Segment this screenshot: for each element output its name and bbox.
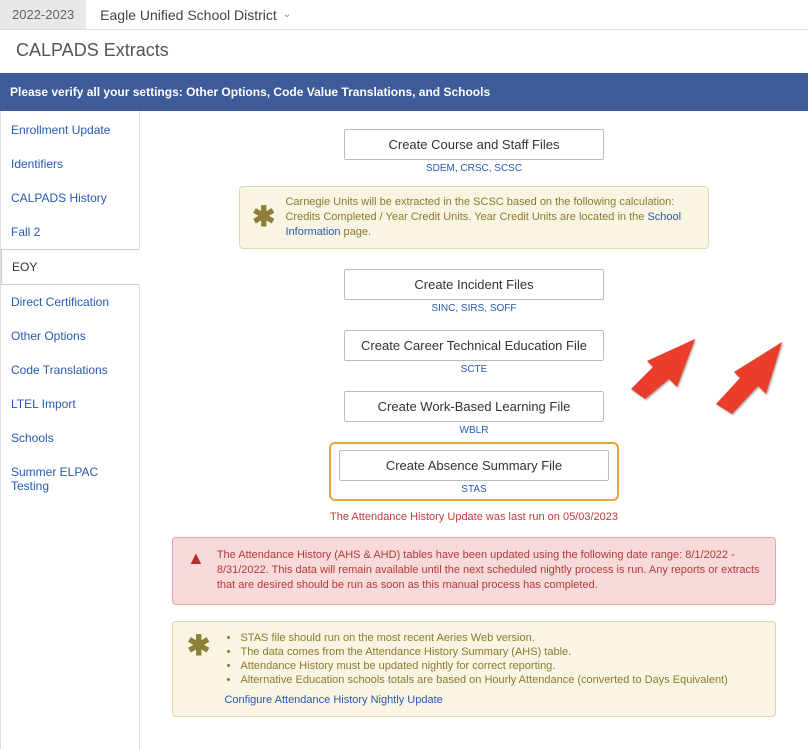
- stas-notes: STAS file should run on the most recent …: [224, 632, 727, 706]
- configure-attendance-link[interactable]: Configure Attendance History Nightly Upd…: [224, 694, 442, 706]
- create-course-staff-button[interactable]: Create Course and Staff Files: [344, 129, 604, 160]
- school-year-selector[interactable]: 2022-2023: [0, 0, 86, 29]
- absence-subtypes: STAS: [339, 484, 609, 495]
- carnegie-info-text: Carnegie Units will be extracted in the …: [285, 195, 696, 240]
- sidebar-item-other-options[interactable]: Other Options: [1, 319, 139, 353]
- district-name: Eagle Unified School District: [100, 7, 277, 23]
- sidebar-item-eoy[interactable]: EOY: [1, 249, 140, 285]
- sidebar-item-summer-elpac-testing[interactable]: Summer ELPAC Testing: [1, 455, 139, 503]
- main-panel: Create Course and Staff Files SDEM, CRSC…: [140, 111, 808, 749]
- create-incident-button[interactable]: Create Incident Files: [344, 269, 604, 300]
- sidebar: Enrollment UpdateIdentifiersCALPADS Hist…: [0, 111, 140, 749]
- attendance-warning-text: The Attendance History (AHS & AHD) table…: [217, 548, 761, 594]
- create-wblr-button[interactable]: Create Work-Based Learning File: [344, 391, 604, 422]
- note-item: Alternative Education schools totals are…: [240, 674, 727, 686]
- chevron-down-icon: ⌄: [283, 9, 291, 20]
- cte-subtypes: SCTE: [461, 364, 488, 375]
- sidebar-item-fall-2[interactable]: Fall 2: [1, 215, 139, 249]
- absence-highlight: Create Absence Summary File STAS: [329, 442, 619, 501]
- carnegie-pre: Carnegie Units will be extracted in the …: [285, 196, 674, 223]
- stas-notes-box: ✱ STAS file should run on the most recen…: [172, 621, 776, 717]
- attendance-status: The Attendance History Update was last r…: [330, 511, 618, 523]
- content: Enrollment UpdateIdentifiersCALPADS Hist…: [0, 111, 808, 749]
- sidebar-item-code-translations[interactable]: Code Translations: [1, 353, 139, 387]
- create-absence-button[interactable]: Create Absence Summary File: [339, 450, 609, 481]
- sidebar-item-identifiers[interactable]: Identifiers: [1, 147, 139, 181]
- note-item: Attendance History must be updated night…: [240, 660, 727, 672]
- course-staff-subtypes: SDEM, CRSC, SCSC: [426, 163, 522, 174]
- sidebar-item-enrollment-update[interactable]: Enrollment Update: [1, 113, 139, 147]
- sidebar-item-schools[interactable]: Schools: [1, 421, 139, 455]
- settings-banner: Please verify all your settings: Other O…: [0, 73, 808, 111]
- top-bar: 2022-2023 Eagle Unified School District …: [0, 0, 808, 30]
- carnegie-info-box: ✱ Carnegie Units will be extracted in th…: [239, 186, 709, 249]
- asterisk-icon: ✱: [187, 632, 210, 660]
- incident-subtypes: SINC, SIRS, SOFF: [431, 303, 516, 314]
- sidebar-item-ltel-import[interactable]: LTEL Import: [1, 387, 139, 421]
- district-selector[interactable]: Eagle Unified School District ⌄: [86, 7, 305, 23]
- sidebar-item-calpads-history[interactable]: CALPADS History: [1, 181, 139, 215]
- sidebar-item-direct-certification[interactable]: Direct Certification: [1, 285, 139, 319]
- asterisk-icon: ✱: [252, 203, 275, 231]
- note-item: STAS file should run on the most recent …: [240, 632, 727, 644]
- create-cte-button[interactable]: Create Career Technical Education File: [344, 330, 604, 361]
- note-item: The data comes from the Attendance Histo…: [240, 646, 727, 658]
- attendance-warning-box: ▲ The Attendance History (AHS & AHD) tab…: [172, 537, 776, 605]
- carnegie-post: page.: [341, 226, 372, 238]
- warning-icon: ▲: [187, 548, 205, 569]
- page-title: CALPADS Extracts: [0, 30, 808, 73]
- wblr-subtypes: WBLR: [460, 425, 489, 436]
